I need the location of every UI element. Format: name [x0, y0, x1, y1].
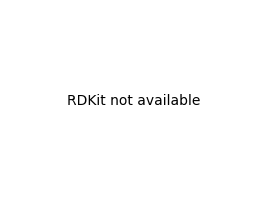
Text: RDKit not available: RDKit not available	[67, 94, 200, 108]
